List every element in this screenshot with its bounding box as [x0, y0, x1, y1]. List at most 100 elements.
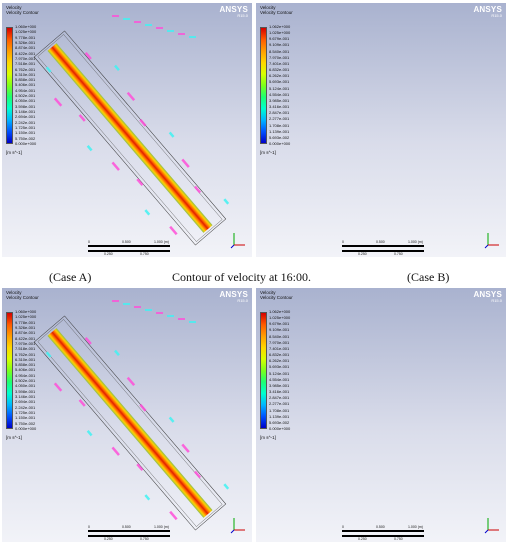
legend-tick-label: 5.858e-001 — [15, 362, 36, 368]
legend-tick-label: 3.598e-001 — [15, 388, 36, 394]
render-artifact — [144, 209, 151, 216]
logo-name: ANSYS — [219, 5, 248, 14]
legend-unit: [m s^-1] — [260, 435, 276, 440]
legend-tick-label: 6.762e-001 — [15, 351, 36, 357]
scale-label-top: 1.000 (m) — [154, 240, 169, 244]
render-artifact — [86, 145, 93, 152]
logo-name: ANSYS — [473, 290, 502, 299]
legend-tick-label: 9.326e-001 — [15, 39, 36, 45]
legend-tick-labels: 1.060e+000 1.025e+000 9.778e-001 9.326e-001… — [15, 25, 55, 146]
render-artifact — [112, 15, 119, 17]
contour-panel-case-b: Velocity Velocity Contour ANSYS R15.0 1.062e… — [256, 3, 506, 257]
color-legend-bar — [260, 27, 267, 144]
legend-tick-label: 5.693e-001 — [269, 79, 290, 85]
scale-label-top: 0.500 — [122, 240, 131, 244]
legend-unit: [m s^-1] — [6, 435, 22, 440]
legend-tick-label: 1.025e+000 — [269, 315, 291, 321]
legend-tick-label: 3.416e-001 — [269, 389, 290, 395]
scale-bar-top — [88, 530, 170, 532]
render-artifact — [78, 114, 86, 122]
legend-tick-label: 6.310e-001 — [15, 356, 36, 362]
render-artifact — [53, 97, 63, 107]
ansys-logo: ANSYS R15.0 — [219, 5, 248, 18]
axis-z — [230, 529, 235, 534]
render-artifact — [144, 494, 151, 501]
axis-triad — [230, 233, 245, 249]
render-artifact — [189, 321, 196, 323]
legend-tick-label: 1.025e+000 — [269, 30, 291, 36]
logo-version: R15.0 — [237, 13, 248, 18]
scale-label-top: 0.500 — [376, 525, 385, 529]
render-artifact — [189, 36, 196, 38]
title-variable: Velocity — [6, 290, 22, 295]
scale-label-top: 1.000 (m) — [408, 525, 423, 529]
contour-plot — [33, 300, 230, 531]
color-legend-bar — [6, 312, 13, 429]
title-contour-name: Velocity Contour — [260, 295, 293, 300]
render-artifact — [123, 303, 130, 305]
render-artifact — [123, 18, 130, 20]
legend-tick-label: 9.679e-001 — [269, 36, 290, 42]
logo-version: R15.0 — [237, 298, 248, 303]
legend-tick-label: 8.422e-001 — [15, 335, 36, 341]
legend-tick-label: 8.540e-001 — [269, 333, 290, 339]
scale-bar-top — [88, 245, 170, 247]
legend-tick-label: 1.062e+000 — [269, 24, 291, 29]
render-artifact — [78, 399, 86, 407]
scale-bar-bottom — [342, 535, 424, 537]
legend-tick-label: 1.708e-001 — [269, 407, 290, 413]
panel-title: Velocity Velocity Contour — [6, 5, 39, 15]
render-artifact — [126, 91, 136, 102]
legend-tick-label: 0.000e+000 — [15, 140, 37, 146]
legend-tick-label: 1.139e-001 — [269, 128, 290, 134]
scale-bar-top — [342, 530, 424, 532]
legend-tick-label: 8.874e-001 — [15, 330, 36, 336]
render-artifact — [169, 510, 178, 521]
title-variable: Velocity — [260, 5, 276, 10]
scale-label-bottom: 0.750 — [394, 537, 403, 541]
color-legend-bar — [260, 312, 267, 429]
title-contour-name: Velocity Contour — [6, 295, 39, 300]
render-artifact — [114, 64, 120, 71]
legend-tick-label: 8.874e-001 — [15, 45, 36, 51]
render-artifact — [139, 403, 147, 412]
legend-tick-label: 5.124e-001 — [269, 85, 290, 91]
render-artifact — [194, 185, 202, 194]
ansys-logo: ANSYS R15.0 — [473, 290, 502, 303]
panel-title: Velocity Velocity Contour — [260, 290, 293, 300]
legend-tick-label: 4.050e-001 — [15, 98, 36, 104]
legend-tick-label: 8.422e-001 — [15, 50, 36, 56]
legend-tick-label: 7.970e-001 — [15, 340, 36, 346]
render-artifact — [156, 312, 163, 314]
legend-tick-label: 9.778e-001 — [15, 34, 36, 40]
legend-tick-label: 2.694e-001 — [15, 399, 36, 405]
legend-tick-label: 2.847e-001 — [269, 110, 290, 116]
legend-tick-label: 0.000e+000 — [269, 140, 291, 146]
legend-tick-label: 7.970e-001 — [269, 54, 290, 60]
caption-case-a: (Case A) — [49, 270, 92, 284]
contour-panel-case-d: Velocity Velocity Contour ANSYS R15.0 1.062e… — [256, 288, 506, 542]
scale-bar-bottom — [342, 250, 424, 252]
render-artifact — [84, 52, 92, 60]
legend-tick-label: 1.725e-001 — [15, 124, 36, 130]
contour-panel-case-a: Velocity Velocity Contour ANSYS R15.0 1.060e… — [2, 3, 252, 257]
contour-panel-case-c: Velocity Velocity Contour ANSYS R15.0 1.060e… — [2, 288, 252, 542]
legend-tick-label: 7.401e-001 — [269, 60, 290, 66]
render-artifact — [136, 178, 144, 187]
ansys-logo: ANSYS R15.0 — [219, 290, 248, 303]
scale-label-bottom: 0.250 — [358, 252, 367, 256]
scale-label-top: 0.500 — [122, 525, 131, 529]
scale-label-top: 0.500 — [376, 240, 385, 244]
legend-tick-label: 5.750e-002 — [15, 135, 36, 141]
render-artifact — [126, 376, 136, 387]
render-artifact — [194, 470, 202, 479]
color-legend-bar — [6, 27, 13, 144]
caption-velocity-contour: Contour of velocity at 16:00. — [172, 270, 311, 284]
render-artifact — [168, 416, 175, 423]
legend-tick-label: 3.598e-001 — [15, 103, 36, 109]
legend-tick-label: 1.060e+000 — [15, 24, 37, 29]
legend-tick-labels: 1.060e+000 1.025e+000 9.778e-001 9.326e-001… — [15, 310, 55, 431]
render-artifact — [111, 446, 120, 456]
scale-bar: 0 0.500 1.000 (m) 0.250 0.750 — [342, 240, 424, 256]
legend-tick-label: 2.242e-001 — [15, 119, 36, 125]
